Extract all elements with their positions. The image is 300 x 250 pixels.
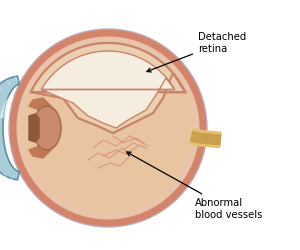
Circle shape [9,29,207,227]
Text: Detached
retina: Detached retina [147,32,246,72]
Polygon shape [41,51,175,128]
Polygon shape [29,143,51,158]
Polygon shape [33,106,61,150]
Polygon shape [41,51,175,128]
Polygon shape [29,98,51,113]
Polygon shape [31,43,185,133]
Circle shape [13,33,203,223]
Circle shape [22,42,194,214]
Text: Abnormal
blood vessels: Abnormal blood vessels [127,152,262,220]
Polygon shape [31,43,185,133]
Polygon shape [29,114,39,142]
Circle shape [22,42,194,214]
Polygon shape [0,76,20,180]
